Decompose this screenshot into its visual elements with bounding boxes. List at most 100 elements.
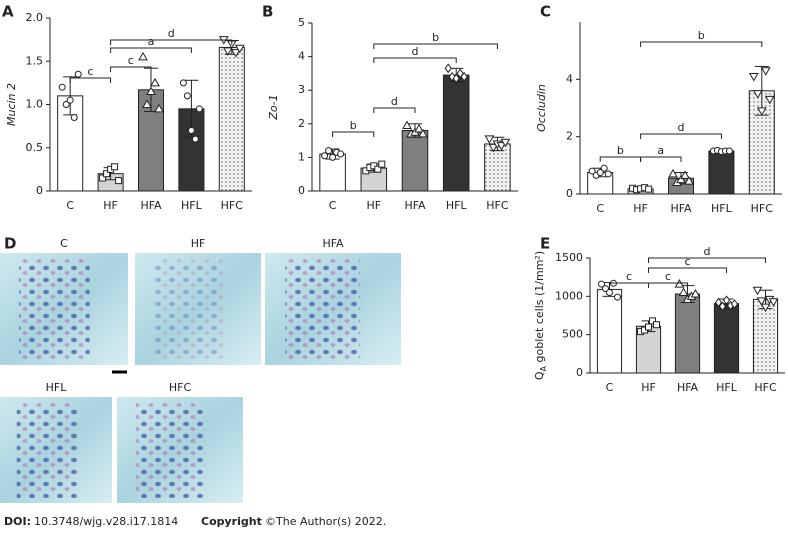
x-tick-label: HFL [446,199,468,212]
significance-bracket [648,282,688,288]
point [606,289,613,296]
x-tick-label: HFA [404,199,426,212]
point [234,44,245,54]
y-tick-label: 0 [298,184,305,197]
point [62,101,70,108]
point [748,72,759,82]
point [195,105,203,113]
panel-label: C [540,3,551,21]
point [325,147,333,155]
significance-label: c [684,255,690,268]
bar-chart: E 0 500 1000 1500 QA goblet cells (1/mm²) C HF H… [533,235,785,394]
point [103,170,111,178]
y-tick-label: 1500 [555,251,583,264]
y-tick-label: 5 [298,16,305,29]
x-tick-label: HFL [181,199,203,212]
x-tick-label: HFA [140,199,162,212]
point [58,83,66,91]
significance-bracket [648,267,727,273]
significance-bracket [648,257,766,263]
point [598,280,605,288]
point [115,177,123,185]
y-axis-label-part: A [539,365,548,371]
significance-label: d [168,27,175,40]
significance-label: b [350,119,357,132]
significance-label: a [148,35,155,48]
point [756,107,767,116]
y-tick-label: 1.5 [26,54,44,67]
histology-cells [16,402,79,498]
y-tick-label: 2 [566,130,573,143]
point [222,47,233,56]
y-axis-label-part: goblet cells (1/mm²) [533,251,546,366]
significance-label: c [128,54,134,67]
panel-label: B [262,3,273,21]
x-tick-label: C [606,381,614,394]
y-tick-label: 2.0 [26,11,44,24]
point [191,135,199,143]
y-tick-label: 4 [298,50,305,63]
point [444,63,452,74]
bar-chart: A 0 0.5 1.0 1.5 2.0 Mucin 2 C HF HFA HFL HFC c c ad [2,3,252,212]
point [760,67,771,76]
point [138,51,148,61]
y-axis-label-part: Q [533,371,546,380]
point [714,297,723,308]
panel-label: A [2,3,14,21]
significance-label: d [412,45,419,58]
y-tick-label: 1.0 [26,98,44,111]
x-tick-label: HFA [670,202,692,215]
y-axis-label: Zo-1 [267,94,280,120]
point [111,163,119,171]
point [500,138,511,148]
image-label: HF [191,237,206,250]
significance-bracket [640,41,763,47]
point [99,174,107,182]
bar-chart: C 0 2 4 Occludin C HF HFA HFL HFC b a d b [535,3,782,215]
doi-label: DOI: [4,515,31,528]
significance-label: b [617,144,624,157]
bar [484,143,511,192]
panel-label: E [540,235,550,253]
point [690,289,701,298]
point [154,103,164,113]
bar [674,293,701,374]
x-tick-label: HF [103,199,118,212]
x-tick-label: HFC [754,381,777,394]
point [730,299,739,309]
y-tick-label: 500 [562,328,583,341]
point [74,70,82,78]
histology-cells [135,402,206,498]
point [645,323,652,331]
significance-label: b [698,29,705,42]
x-tick-label: HF [641,381,656,394]
significance-label: c [87,65,93,78]
histology-cells [285,258,361,360]
point [150,77,160,87]
image-label: HFA [322,237,344,250]
point [142,99,152,108]
image-label: HFC [169,381,192,394]
point [768,298,779,307]
point [179,79,187,87]
bar [708,150,735,195]
x-tick-label: HFC [486,199,509,212]
x-tick-label: C [329,199,337,212]
significance-label: d [678,121,685,134]
bar [442,74,470,192]
point [588,167,596,175]
y-tick-label: 0.5 [26,141,44,154]
point [414,123,424,133]
y-tick-label: 0 [576,366,583,379]
significance-label: c [665,270,671,283]
copyright: ©The Author(s) 2022. [265,515,386,528]
point [752,90,763,99]
bar [713,303,740,374]
point [722,295,731,305]
y-tick-label: 4 [566,72,573,85]
point [374,165,382,173]
point [337,150,345,158]
y-tick-label: 1000 [555,289,583,302]
point [402,120,412,129]
y-tick-label: 2 [298,117,305,130]
